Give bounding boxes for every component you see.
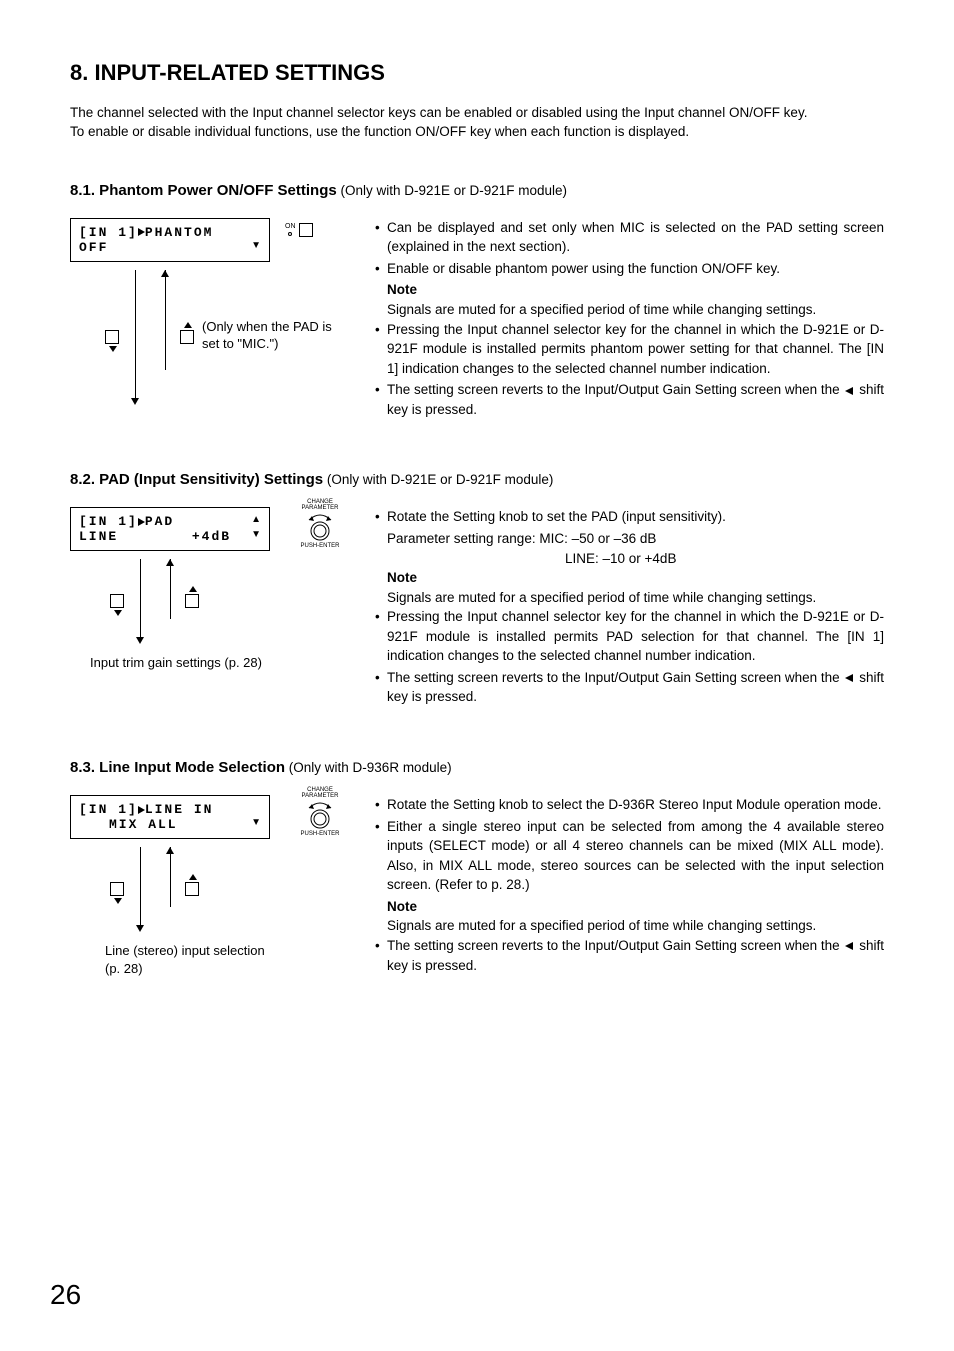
- knob-icon: [305, 512, 335, 542]
- intro-text: The channel selected with the Input chan…: [70, 104, 884, 142]
- down-key-icon: [110, 882, 124, 896]
- s81-note-label: Note: [387, 280, 884, 300]
- up-triangle-icon: ▲: [251, 514, 261, 529]
- s82-note-label: Note: [387, 568, 884, 588]
- s83-note-text: Signals are muted for a specified period…: [387, 916, 884, 936]
- lcd-8-2-line2-right: +4dB: [192, 529, 231, 544]
- section-8-1-heading: 8.1. Phantom Power ON/OFF Settings: [70, 182, 337, 199]
- on-indicator: ON: [285, 223, 313, 237]
- section-8-3-header: 8.3. Line Input Mode Selection (Only wit…: [70, 759, 884, 777]
- left-shift-icon: [845, 942, 853, 950]
- main-heading: 8. INPUT-RELATED SETTINGS: [70, 60, 884, 86]
- on-label: ON: [285, 223, 296, 230]
- knob-bottom-label: PUSH-ENTER: [295, 543, 345, 549]
- lcd-display-8-1: [IN 1] PHANTOM OFF ▼: [70, 218, 270, 262]
- lcd-8-2-line1-right: PAD: [145, 514, 174, 529]
- section-8-3-qualifier: (Only with D-936R module): [285, 760, 452, 775]
- lcd-display-8-2: [IN 1] PAD ▲ LINE +4dB ▼: [70, 507, 270, 551]
- section-8-1-header: 8.1. Phantom Power ON/OFF Settings (Only…: [70, 182, 884, 200]
- page-number: 26: [50, 1279, 81, 1311]
- section-8-1-right: •Can be displayed and set only when MIC …: [375, 218, 884, 422]
- lcd-display-8-3: [IN 1] LINE IN MIX ALL ▼: [70, 795, 270, 839]
- section-8-2-left: [IN 1]PAD ▲ LINE +4dB ▼ CHANGE PARAMETER: [70, 507, 375, 709]
- knob-top-label: CHANGE PARAMETER: [295, 499, 345, 511]
- diagram-8-1-text: (Only when the PAD is set to "MIC."): [202, 318, 332, 353]
- down-key-icon: [105, 330, 119, 344]
- left-shift-icon: [845, 674, 853, 682]
- knob-top-label: CHANGE PARAMETER: [295, 787, 345, 799]
- knob-bottom-label: PUSH-ENTER: [295, 831, 345, 837]
- lcd-8-2-line1-left: [IN 1]: [79, 514, 138, 529]
- section-8-2-qualifier: (Only with D-921E or D-921F module): [323, 472, 553, 487]
- section-8-3-body: [IN 1]LINE IN MIX ALL ▼ CHANGE PARAMETER: [70, 795, 884, 977]
- diagram-8-3: Line (stereo) input selection (p. 28): [70, 847, 375, 967]
- s82-bullet-3: The setting screen reverts to the Input/…: [387, 668, 884, 707]
- down-triangle-icon: ▼: [251, 240, 261, 255]
- lcd-8-3-line2-right: MIX ALL: [109, 817, 178, 832]
- intro-line-1: The channel selected with the Input chan…: [70, 104, 884, 123]
- caption-8-3: Line (stereo) input selection (p. 28): [105, 942, 265, 978]
- section-8-1-qualifier: (Only with D-921E or D-921F module): [337, 183, 567, 198]
- section-8-3-left: [IN 1]LINE IN MIX ALL ▼ CHANGE PARAMETER: [70, 795, 375, 977]
- on-led-icon: [288, 232, 292, 236]
- s81-bullet-3: Pressing the Input channel selector key …: [387, 320, 884, 379]
- diagram-8-1: (Only when the PAD is set to "MIC."): [70, 270, 375, 410]
- on-button-icon: [299, 223, 313, 237]
- section-8-2-body: [IN 1]PAD ▲ LINE +4dB ▼ CHANGE PARAMETER: [70, 507, 884, 709]
- down-triangle-icon: ▼: [251, 817, 261, 832]
- lcd-8-3-line1-left: [IN 1]: [79, 802, 138, 817]
- s83-bullet-1: Rotate the Setting knob to select the D-…: [387, 795, 884, 815]
- s83-bullet-3: The setting screen reverts to the Input/…: [387, 936, 884, 975]
- play-triangle-icon: [138, 228, 145, 236]
- knob-8-2: CHANGE PARAMETER PUSH-ENTER: [295, 499, 345, 549]
- left-shift-icon: [845, 387, 853, 395]
- play-triangle-icon: [138, 806, 145, 814]
- section-8-3-right: •Rotate the Setting knob to select the D…: [375, 795, 884, 977]
- up-key-icon: [180, 330, 194, 344]
- up-key-icon: [185, 882, 199, 896]
- play-triangle-icon: [138, 518, 145, 526]
- lcd-8-1-line1-left: [IN 1]: [79, 225, 138, 240]
- caption-8-2: Input trim gain settings (p. 28): [90, 654, 290, 672]
- section-8-1-left: [IN 1]PHANTOM OFF ▼ ON (On: [70, 218, 375, 422]
- section-8-3-heading: 8.3. Line Input Mode Selection: [70, 759, 285, 776]
- down-triangle-icon: ▼: [251, 529, 261, 544]
- intro-line-2: To enable or disable individual function…: [70, 123, 884, 142]
- section-8-2-heading: 8.2. PAD (Input Sensitivity) Settings: [70, 471, 323, 488]
- up-key-icon: [185, 594, 199, 608]
- s82-range-1: Parameter setting range: MIC: –50 or –36…: [387, 529, 884, 549]
- s82-bullet-2: Pressing the Input channel selector key …: [387, 607, 884, 666]
- s82-note-text: Signals are muted for a specified period…: [387, 588, 884, 608]
- diagram-8-2: Input trim gain settings (p. 28): [70, 559, 375, 679]
- section-8-2-right: •Rotate the Setting knob to set the PAD …: [375, 507, 884, 709]
- s82-range-2: LINE: –10 or +4dB: [565, 549, 884, 569]
- s81-bullet-2: Enable or disable phantom power using th…: [387, 259, 884, 279]
- lcd-8-2-line2-left: LINE: [79, 529, 118, 544]
- s83-note-label: Note: [387, 897, 884, 917]
- lcd-8-1-line1-right: PHANTOM: [145, 225, 214, 240]
- s81-bullet-4: The setting screen reverts to the Input/…: [387, 380, 884, 419]
- lcd-8-3-line1-right: LINE IN: [145, 802, 214, 817]
- s81-note-text: Signals are muted for a specified period…: [387, 300, 884, 320]
- section-8-2-header: 8.2. PAD (Input Sensitivity) Settings (O…: [70, 471, 884, 489]
- lcd-8-1-line2-left: OFF: [79, 240, 108, 255]
- s83-bullet-2: Either a single stereo input can be sele…: [387, 817, 884, 895]
- s82-bullet-1: Rotate the Setting knob to set the PAD (…: [387, 507, 884, 527]
- knob-icon: [305, 800, 335, 830]
- s81-bullet-1: Can be displayed and set only when MIC i…: [387, 218, 884, 257]
- section-8-1-body: [IN 1]PHANTOM OFF ▼ ON (On: [70, 218, 884, 422]
- knob-8-3: CHANGE PARAMETER PUSH-ENTER: [295, 787, 345, 837]
- down-key-icon: [110, 594, 124, 608]
